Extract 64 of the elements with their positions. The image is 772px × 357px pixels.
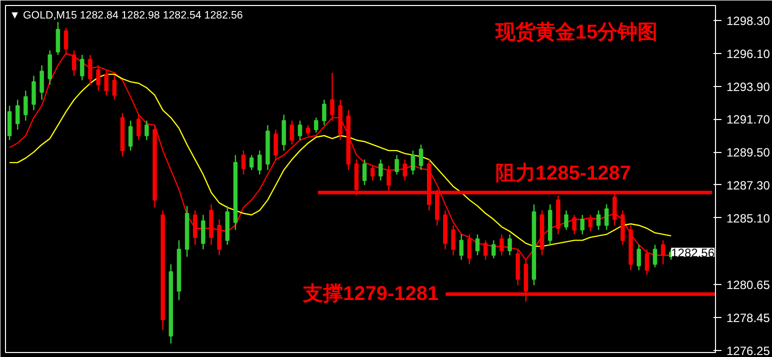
candlestick	[451, 224, 456, 256]
annotation: 1282.56	[671, 246, 715, 260]
candlestick	[56, 21, 60, 56]
candlestick	[572, 214, 576, 235]
candlestick	[201, 214, 206, 250]
candlestick	[7, 105, 12, 141]
candlestick	[48, 50, 52, 86]
annotation: ▼ GOLD,M15 1282.84 1282.98 1282.54 1282.56	[10, 10, 243, 22]
candlestick	[330, 72, 334, 122]
candlestick	[652, 244, 658, 268]
ref-line-label: 支撑1279-1281	[302, 283, 439, 306]
candlestick	[24, 90, 28, 122]
y-tick-label: 1289.50	[726, 146, 770, 160]
y-tick-label: 1278.45	[726, 310, 770, 325]
candlestick	[217, 218, 222, 256]
y-tick-label: 1298.30	[726, 14, 770, 28]
candlestick	[96, 64, 100, 92]
candlestick	[475, 234, 480, 256]
ref-line-label: 阻力1285-1287	[495, 162, 632, 184]
candlestick	[459, 234, 464, 260]
candlestick	[192, 210, 198, 246]
candlestick	[258, 150, 262, 176]
candlestick	[15, 99, 20, 130]
y-tick-label: 1285.10	[726, 211, 770, 226]
candlestick	[249, 154, 254, 171]
candlestick	[80, 54, 84, 81]
candlestick	[136, 114, 141, 141]
y-tick-label: 1280.65	[726, 278, 770, 292]
candlestick	[394, 154, 399, 176]
candlestick	[378, 158, 383, 182]
candlestick	[580, 214, 584, 235]
candlestick	[241, 150, 246, 176]
y-tick-label: 1293.90	[726, 80, 770, 94]
text: 现货黄金15分钟图	[494, 22, 658, 44]
candlestick	[104, 69, 108, 96]
candlestick	[636, 244, 641, 271]
candlestick	[588, 214, 593, 232]
candlestick	[418, 144, 424, 171]
candlestick	[564, 210, 568, 230]
y-tick-label: 1287.30	[726, 178, 770, 192]
candlestick	[314, 117, 318, 134]
candlestick	[290, 120, 294, 146]
y-tick-label: 1276.25	[726, 344, 770, 357]
candlestick	[40, 64, 44, 100]
candlestick	[298, 120, 302, 141]
candlestick	[322, 99, 326, 126]
candlestick	[500, 234, 504, 256]
candlestick	[362, 158, 367, 186]
candlestick	[32, 75, 36, 111]
candlestick	[604, 204, 609, 230]
candlestick	[274, 129, 278, 160]
candlestick	[282, 114, 286, 152]
candlestick	[370, 164, 375, 182]
candlestick	[492, 240, 496, 259]
candlestick	[508, 234, 512, 256]
y-tick-label: 1296.10	[726, 46, 770, 61]
candlestick	[596, 210, 601, 230]
candlestick	[128, 120, 133, 152]
candlestick	[410, 150, 416, 176]
candlestick	[144, 120, 149, 141]
candlestick	[112, 75, 117, 100]
candlestick	[402, 158, 407, 182]
candlestick	[306, 124, 310, 136]
y-tick-label: 1291.70	[726, 112, 770, 127]
